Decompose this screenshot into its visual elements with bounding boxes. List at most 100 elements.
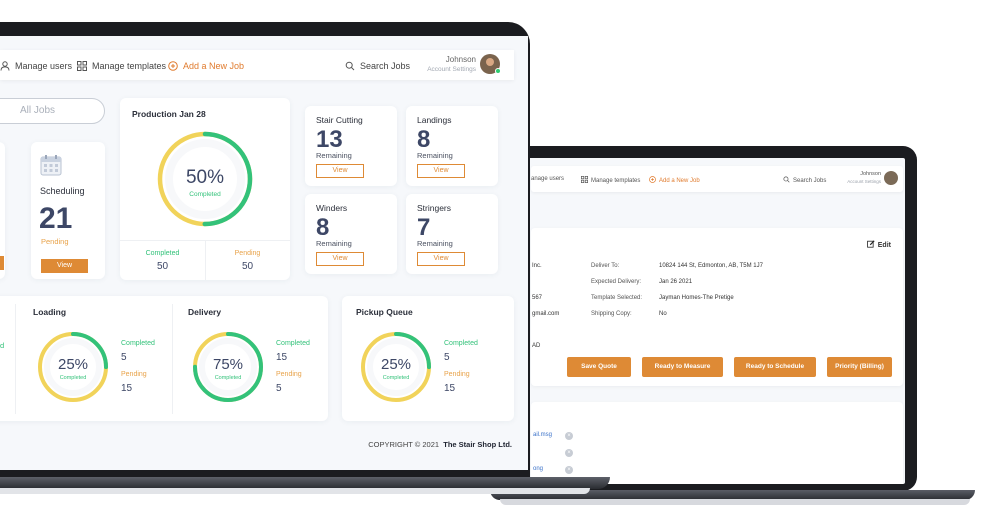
production-completed-label: Completed: [145, 250, 180, 257]
add-new-job-link[interactable]: Add a New Job: [168, 61, 244, 71]
scheduling-card: Scheduling 21 Pending View: [31, 142, 105, 279]
back-expected-delivery-value: Jan 26 2021: [659, 279, 693, 285]
priority-billing-button[interactable]: Priority (Billing): [827, 357, 892, 377]
plus-circle-icon: [168, 61, 178, 71]
cut-off-view-button[interactable]: [0, 256, 4, 270]
landings-title: Landings: [417, 115, 452, 125]
stringers-card: Stringers 7 Remaining View: [406, 194, 498, 274]
remove-attachment-icon[interactable]: ×: [565, 449, 573, 457]
stage-divider: [15, 304, 16, 414]
back-frag-2: 567: [532, 295, 543, 301]
back-laptop-shadow: [500, 499, 970, 505]
back-account-menu[interactable]: Johnson Account Settings: [847, 171, 881, 185]
production-percent-label: Completed: [189, 191, 221, 198]
attachment-link[interactable]: ong: [533, 466, 544, 472]
back-frag-4: AD: [532, 343, 541, 349]
delivery-percent: 75%: [212, 356, 244, 373]
back-manage-templates-link[interactable]: Manage templates: [581, 176, 640, 184]
landings-view-button[interactable]: View: [417, 164, 465, 178]
loading-pending-value: 15: [121, 383, 133, 394]
search-icon: [783, 176, 790, 183]
account-menu[interactable]: Johnson Account Settings: [427, 55, 476, 75]
production-percent: 50%: [185, 167, 225, 188]
back-search-jobs[interactable]: Search Jobs: [783, 176, 826, 184]
scheduling-count: 21: [39, 202, 73, 235]
winders-card: Winders 8 Remaining View: [305, 194, 397, 274]
production-pending-value: 50: [241, 261, 254, 272]
production-vertical-divider: [205, 240, 206, 280]
production-progress-ring: [157, 131, 253, 227]
pickup-queue-completed-label: Completed: [444, 340, 478, 347]
landings-card: Landings 8 Remaining View: [406, 106, 498, 186]
calendar-icon: [40, 155, 62, 176]
search-jobs[interactable]: Search Jobs: [345, 61, 410, 71]
delivery-title: Delivery: [188, 307, 222, 317]
pickup-queue-progress-ring: [361, 332, 431, 402]
back-edit-label: Edit: [877, 242, 891, 249]
back-frag-3: gmail.com: [532, 311, 560, 317]
stair-cutting-view-button[interactable]: View: [316, 164, 364, 178]
pickup-queue-percent-label: Completed: [382, 375, 410, 381]
front-laptop-shadow: [0, 488, 590, 494]
grid-icon: [77, 61, 87, 71]
remove-attachment-icon[interactable]: ×: [565, 466, 573, 474]
delivery-completed-value: 15: [276, 352, 288, 363]
edit-icon: [866, 240, 875, 248]
back-avatar[interactable]: [884, 171, 898, 185]
ready-to-measure-button[interactable]: Ready to Measure: [642, 357, 723, 377]
stringers-view-button[interactable]: View: [417, 252, 465, 266]
manage-templates-link[interactable]: Manage templates: [77, 61, 166, 71]
account-settings-link[interactable]: Account Settings: [427, 66, 476, 73]
winders-view-button[interactable]: View: [316, 252, 364, 266]
back-deliver-to-label: Deliver To:: [591, 263, 620, 269]
winders-title: Winders: [316, 203, 348, 213]
stair-cutting-title: Stair Cutting: [316, 115, 363, 125]
front-laptop-base: [0, 477, 610, 489]
add-new-job-label: Add a New Job: [183, 61, 245, 71]
manage-templates-label: Manage templates: [92, 61, 167, 71]
loading-completed-label: Completed: [121, 340, 155, 347]
back-edit-button[interactable]: Edit: [866, 240, 891, 249]
remove-attachment-icon[interactable]: ×: [565, 432, 573, 440]
front-laptop-screen: Manage users Manage templates Add a New …: [0, 36, 528, 470]
back-laptop-base: [490, 490, 975, 500]
back-attachments-card: ail.msg × × ong ×: [531, 402, 903, 484]
landings-count: 8: [417, 126, 431, 153]
grid-icon: [581, 176, 588, 183]
back-add-job-link[interactable]: Add a New Job: [649, 176, 700, 184]
scheduling-status: Pending: [41, 237, 69, 246]
back-shipping-copy-value: No: [659, 311, 667, 317]
delivery-ring-completed-arc: [193, 332, 263, 402]
stringers-count: 7: [417, 214, 431, 241]
stair-cutting-count: 13: [316, 126, 343, 153]
scheduling-view-button[interactable]: View: [41, 259, 88, 273]
back-search-label: Search Jobs: [793, 178, 827, 184]
back-laptop-screen: anage users Manage templates Add a New J…: [525, 158, 905, 484]
user-name: Johnson: [445, 55, 476, 64]
loading-percent-label: Completed: [59, 375, 87, 381]
back-top-nav: anage users Manage templates Add a New J…: [531, 166, 903, 192]
production-title: Production Jan 28: [132, 109, 206, 119]
back-frag-1: Inc.: [532, 263, 542, 269]
production-pending-label: Pending: [234, 250, 261, 257]
ready-to-schedule-button[interactable]: Ready to Schedule: [734, 357, 816, 377]
delivery-completed-label: Completed: [276, 340, 310, 347]
cut-off-card: [0, 142, 5, 279]
scheduling-title: Scheduling: [40, 186, 85, 196]
attachment-link[interactable]: ail.msg: [533, 432, 553, 438]
delivery-pending-label: Pending: [276, 371, 302, 378]
delivery-pending-value: 5: [276, 383, 282, 394]
loading-pending-label: Pending: [121, 371, 147, 378]
production-completed-value: 50: [156, 261, 169, 272]
pickup-queue-ring-completed-arc: [361, 332, 431, 402]
pickup-queue-percent: 25%: [380, 356, 412, 373]
search-icon: [345, 61, 355, 71]
save-quote-button[interactable]: Save Quote: [567, 357, 631, 377]
copyright-text: COPYRIGHT © 2021: [368, 440, 440, 449]
manage-users-link[interactable]: Manage users: [0, 61, 72, 71]
back-manage-users-link[interactable]: anage users: [531, 176, 565, 182]
all-jobs-button[interactable]: All Jobs: [0, 98, 105, 124]
back-add-job-label: Add a New Job: [659, 178, 700, 184]
stringers-remaining: Remaining: [417, 239, 453, 248]
pickup-queue-completed-value: 5: [444, 352, 450, 363]
